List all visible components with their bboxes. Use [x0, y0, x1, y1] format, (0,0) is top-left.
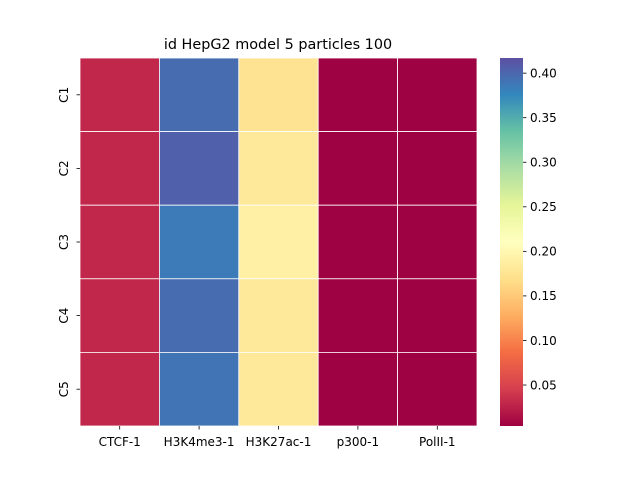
- heatmap-cell: [317, 131, 399, 206]
- x-tick-label: H3K4me3-1: [164, 435, 235, 449]
- heatmap-cell: [158, 131, 240, 206]
- heatmap-cell: [79, 204, 160, 280]
- colorbar-gradient: [500, 58, 523, 426]
- chart-title: id HepG2 model 5 particles 100: [164, 37, 392, 53]
- x-tick-label: p300-1: [337, 435, 380, 449]
- heatmap-cell: [238, 204, 319, 280]
- heatmap-cell: [158, 278, 240, 353]
- heatmap-cell: [397, 57, 478, 132]
- heatmap-cell: [238, 351, 319, 427]
- colorbar-tick-label: 0.30: [530, 156, 557, 170]
- colorbar-tick-label: 0.40: [530, 66, 557, 80]
- heatmap-cell: [79, 351, 160, 427]
- heatmap-cell: [238, 57, 319, 132]
- heatmap-cell: [317, 351, 399, 427]
- colorbar-tick-label: 0.35: [530, 111, 557, 125]
- heatmap-cell: [397, 278, 478, 353]
- y-tick-label: C4: [57, 308, 71, 324]
- colorbar-tick-label: 0.20: [530, 245, 557, 259]
- x-axis: CTCF-1 H3K4me3-1 H3K27ac-1 p300-1 PolII-1: [99, 426, 456, 449]
- heatmap-cell: [238, 278, 319, 353]
- heatmap-cell: [79, 131, 160, 206]
- colorbar-tick-label: 0.05: [530, 378, 557, 392]
- heatmap-cell: [317, 204, 399, 280]
- y-axis: C1 C2 C3 C4 C5: [57, 87, 80, 397]
- heatmap-cells: [79, 57, 478, 427]
- y-tick-label: C3: [57, 234, 71, 250]
- heatmap-cell: [158, 57, 240, 132]
- colorbar-ticks: 0.05 0.10 0.15 0.20 0.25 0.30 0.35 0.40: [523, 66, 557, 392]
- colorbar-tick-label: 0.25: [530, 200, 557, 214]
- x-tick-label: H3K27ac-1: [246, 435, 312, 449]
- colorbar-tick-label: 0.10: [530, 334, 557, 348]
- heatmap-cell: [79, 278, 160, 353]
- heatmap-cell: [317, 278, 399, 353]
- y-tick-label: C1: [57, 87, 71, 103]
- heatmap-cell: [158, 204, 240, 280]
- heatmap-cell: [317, 57, 399, 132]
- heatmap-cell: [238, 131, 319, 206]
- colorbar: 0.05 0.10 0.15 0.20 0.25 0.30 0.35 0.40: [500, 58, 557, 426]
- x-tick-label: PolII-1: [419, 435, 456, 449]
- heatmap-cell: [397, 204, 478, 280]
- heatmap-cell: [397, 351, 478, 427]
- y-tick-label: C2: [57, 160, 71, 176]
- heatmap-cell: [158, 351, 240, 427]
- heatmap-cell: [79, 57, 160, 132]
- x-tick-label: CTCF-1: [99, 435, 141, 449]
- y-tick-label: C5: [57, 381, 71, 397]
- heatmap-cell: [397, 131, 478, 206]
- colorbar-tick-label: 0.15: [530, 289, 557, 303]
